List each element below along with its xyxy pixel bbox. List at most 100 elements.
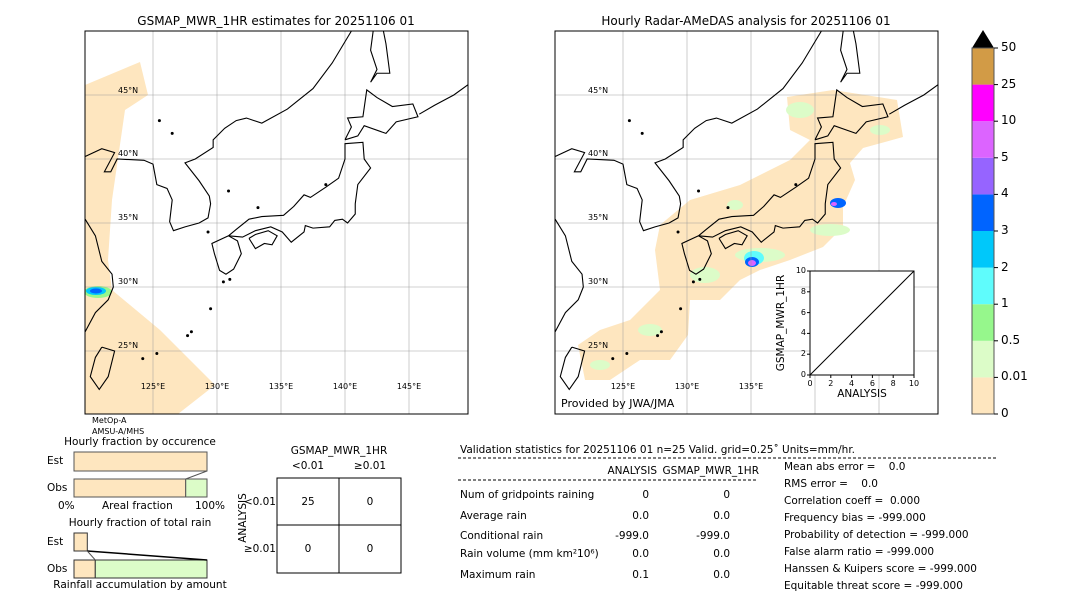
coastline-shikoku <box>718 230 748 250</box>
stats-score: Mean abs error = 0.0 <box>784 461 906 473</box>
coastline-honshu <box>698 141 842 243</box>
stats-score: Correlation coeff = 0.000 <box>784 495 920 507</box>
coastline-hokkaido <box>814 88 889 141</box>
lon-label: 145°E <box>396 382 422 391</box>
stats-analysis-value: 0.0 <box>632 510 649 522</box>
left-map-title: GSMAP_MWR_1HR estimates for 20251106 01 <box>137 14 415 28</box>
total-rain-title: Hourly fraction of total rain <box>68 517 212 529</box>
inset-ylabel: GSMAP_MWR_1HR <box>775 274 787 372</box>
island <box>157 119 161 123</box>
inset-ytick: 4 <box>800 328 806 338</box>
contingency-row-header: ≥0.01 <box>243 543 276 555</box>
colorbar-tick-label: 3 <box>1001 223 1009 237</box>
obs-high-rain-bar <box>94 559 208 579</box>
occurrence-axis-right: 100% <box>195 500 226 512</box>
island <box>324 183 328 187</box>
stats-score: RMS error = 0.0 <box>784 478 878 490</box>
island <box>209 307 213 311</box>
stats-analysis-value: 0 <box>642 489 649 501</box>
colorbar-tick-label: 0.5 <box>1001 332 1021 347</box>
rain-area <box>90 288 102 294</box>
stats-row-label: Rain volume (mm km²10⁶) <box>460 548 599 560</box>
colorbar-bin <box>972 377 994 414</box>
stats-analysis-value: 0.0 <box>632 548 649 560</box>
island <box>155 352 159 356</box>
island <box>659 330 663 334</box>
coastline-shikoku <box>248 230 278 250</box>
contingency-col-header: <0.01 <box>291 460 325 472</box>
island <box>228 277 232 281</box>
stats-score: False alarm ratio = -999.000 <box>784 546 935 558</box>
colorbar-tick-label: 2 <box>1001 259 1009 274</box>
obs-rain-bar <box>185 478 208 498</box>
inset-ytick: 10 <box>795 266 806 275</box>
satellite-swath-group <box>85 62 215 414</box>
one-to-one-line <box>809 270 915 376</box>
contingency-row-header: <0.01 <box>243 496 276 508</box>
sensor-label: AMSU-A/MHS <box>92 427 145 436</box>
right-map-frame <box>554 30 939 415</box>
colorbar-bin <box>972 84 994 122</box>
colorbar-tick-label: 4 <box>1001 186 1009 201</box>
stats-row-label: Num of gridpoints raining <box>460 489 595 501</box>
est-bar-frame <box>73 451 208 472</box>
stats-row-label: Maximum rain <box>460 569 536 581</box>
radar-heavy-rain-area <box>748 260 756 266</box>
coastline-taiwan <box>559 346 586 391</box>
colorbar-bin <box>972 48 994 85</box>
coastline-taiwan <box>89 346 116 391</box>
island <box>697 189 701 193</box>
lat-label: 40°N <box>588 149 609 158</box>
colorbar-tick-label: 0 <box>1001 406 1009 420</box>
coastline-kurils <box>418 84 469 115</box>
island <box>141 357 145 361</box>
colorbar-tick-label: 0.01 <box>1001 369 1028 384</box>
stats-gsmap-value: -999.0 <box>696 530 730 542</box>
island <box>256 206 260 210</box>
est-total-rain-bar <box>73 532 88 552</box>
lon-label: 125°E <box>140 382 166 391</box>
island <box>227 189 231 193</box>
lat-label: 35°N <box>118 213 139 222</box>
contingency-cell: 25 <box>301 496 315 508</box>
radar-light-rain-area <box>690 267 720 283</box>
radar-light-rain-area <box>786 102 814 118</box>
stats-analysis-value: -999.0 <box>615 530 649 542</box>
stats-row-label: Average rain <box>460 510 527 522</box>
inset-xtick: 8 <box>890 379 896 388</box>
island <box>186 334 190 338</box>
inset-ytick: 8 <box>800 286 806 296</box>
left-map-frame <box>84 30 469 415</box>
inset-xtick: 4 <box>849 379 855 388</box>
colorbar-bin <box>972 157 994 195</box>
lon-label: 135°E <box>738 382 764 391</box>
colorbar-bin <box>972 267 994 305</box>
colorbar-tick-label: 50 <box>1001 40 1017 54</box>
island <box>726 206 730 210</box>
contingency-cell: 0 <box>366 496 374 508</box>
lon-label: 140°E <box>332 382 358 391</box>
lat-label: 30°N <box>588 277 609 286</box>
radar-heavy-rain-area <box>831 202 837 206</box>
occurrence-obs-label: Obs <box>47 482 68 494</box>
data-credit: Provided by JWA/JMA <box>561 397 675 410</box>
stats-row-label: Conditional rain <box>460 530 544 542</box>
colorbar-bin <box>972 304 994 341</box>
total-rain-footer: Rainfall accumulation by amount <box>53 579 227 591</box>
island <box>640 131 644 135</box>
lat-label: 25°N <box>118 341 139 350</box>
island <box>206 230 210 234</box>
coastline-kyushu <box>681 235 712 275</box>
island <box>221 280 225 284</box>
left-map <box>84 30 469 415</box>
stats-header: Validation statistics for 20251106 01 n=… <box>460 444 856 456</box>
lat-label: 45°N <box>588 86 609 95</box>
connector-line <box>86 550 96 561</box>
radar-light-rain-area <box>590 360 610 370</box>
occurrence-est-label: Est <box>47 455 64 467</box>
radar-light-rain-area <box>870 125 890 135</box>
colorbar-tick-label: 5 <box>1001 149 1009 164</box>
coastline-china <box>84 218 114 333</box>
contingency-cell: 0 <box>304 543 312 555</box>
